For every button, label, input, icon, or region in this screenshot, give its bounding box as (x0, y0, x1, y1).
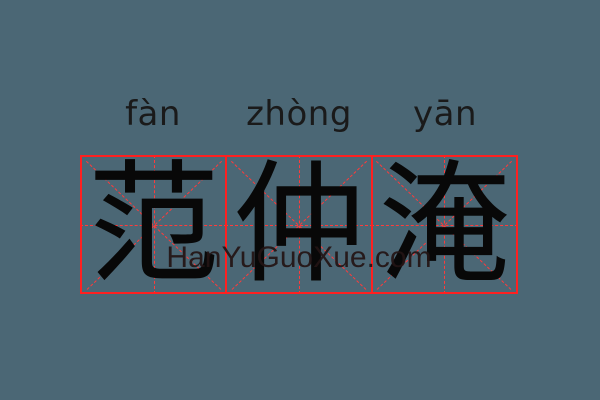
pinyin-label-3: yān (412, 94, 477, 134)
pinyin-row: fàn zhòng yān (80, 88, 518, 140)
pinyin-label-1: fàn (125, 94, 181, 134)
character-grid: 范 仲 淹 (80, 155, 518, 294)
grid-cell-1: 范 (82, 157, 226, 292)
pinyin-label-2: zhòng (246, 94, 352, 134)
grid-cell-3: 淹 (370, 157, 516, 292)
watermark-text: HanYuGuoXue.com (166, 241, 432, 274)
